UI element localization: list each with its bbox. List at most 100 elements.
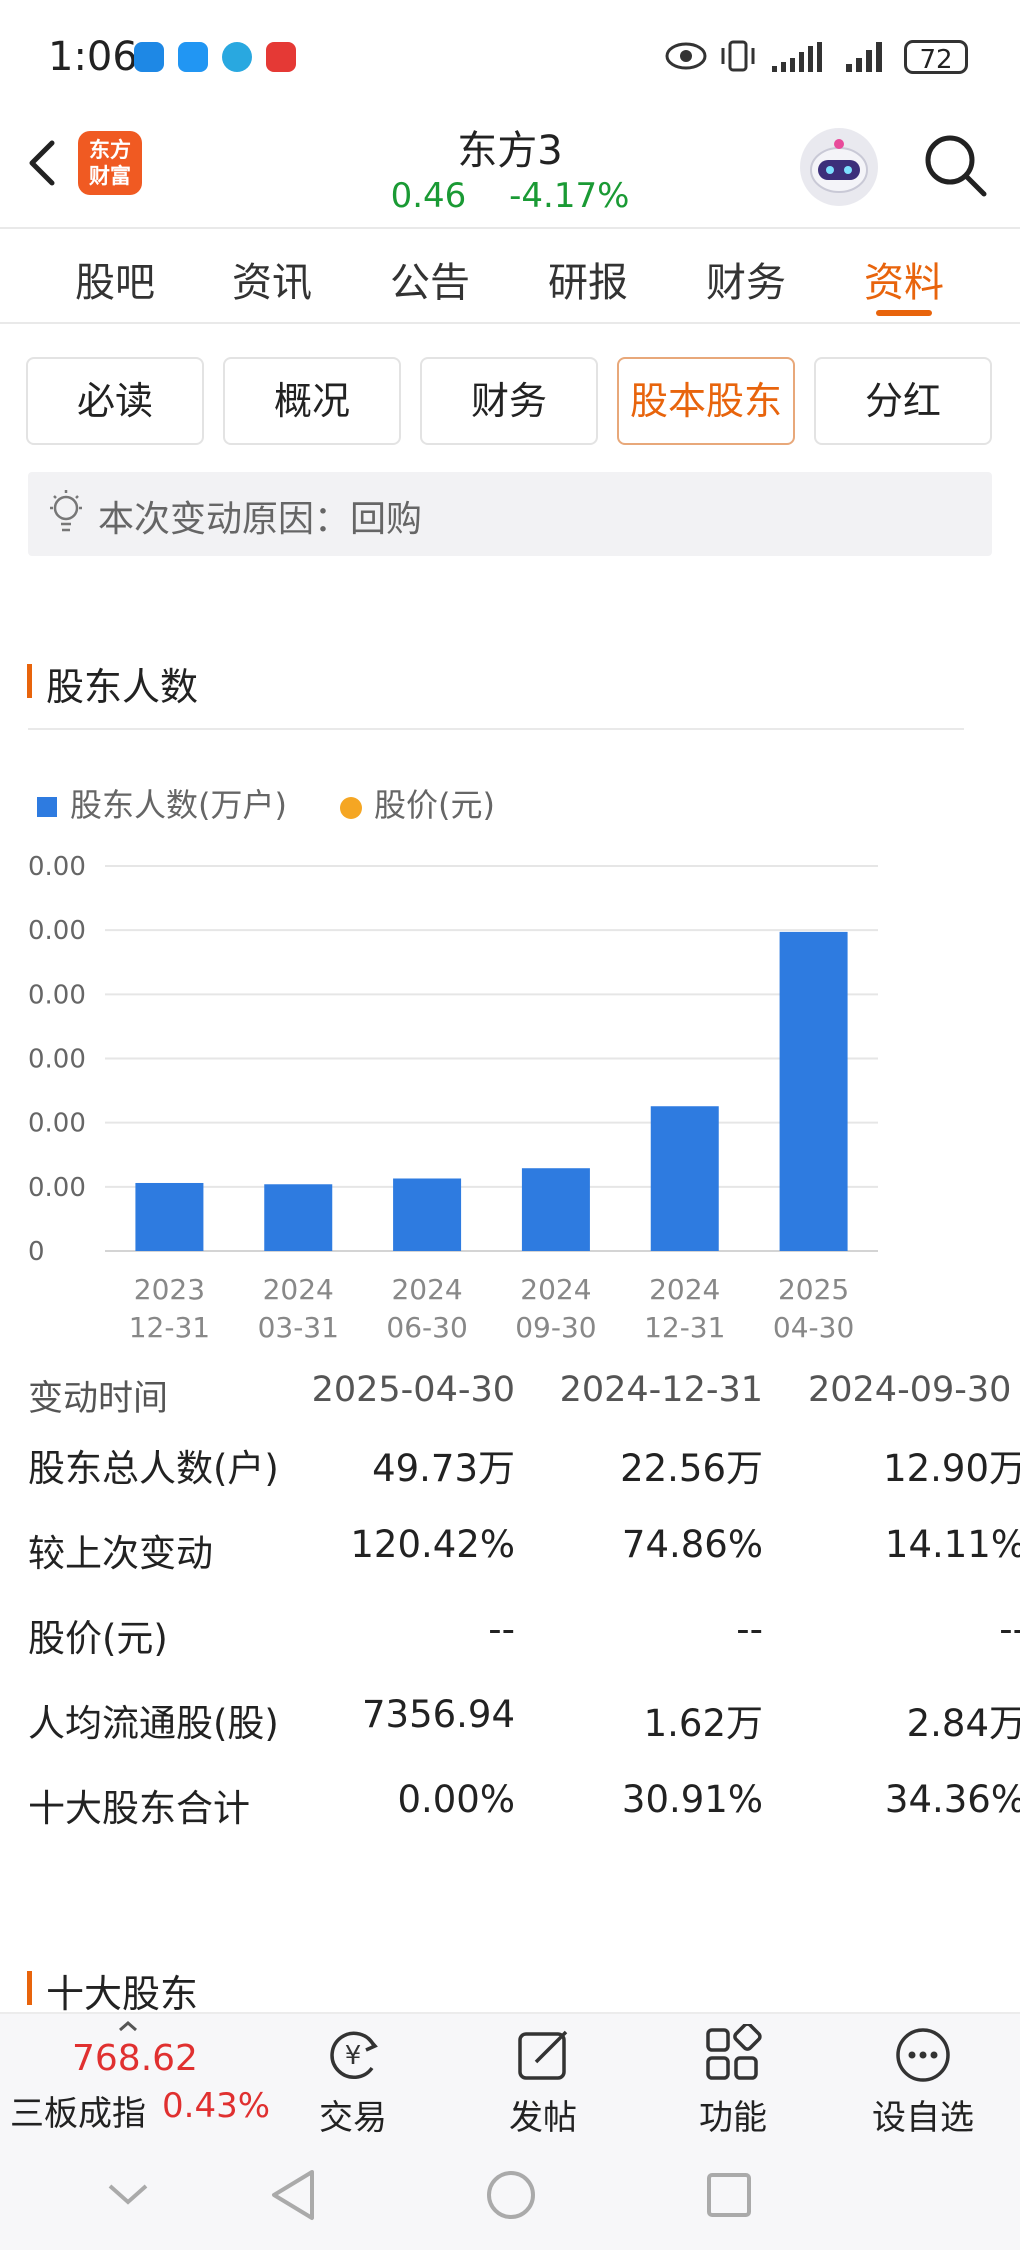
table-cell: -- (488, 1608, 515, 1651)
vibrate-icon (721, 40, 755, 72)
index-change-pct[interactable]: 0.43% (162, 2086, 271, 2126)
app-logo: 东方 财富 (78, 131, 142, 195)
back-triangle-icon[interactable] (268, 2168, 318, 2222)
app-notification-icon (266, 42, 296, 72)
x-tick-date: 12-31 (129, 1311, 210, 1344)
x-tick-year: 2024 (391, 1273, 462, 1306)
chart-bar (135, 1182, 204, 1251)
chart-bar (650, 1106, 719, 1251)
nav-post-button[interactable]: 发帖 (468, 2024, 618, 2139)
table-cell: 22.56万 (620, 1447, 763, 1490)
collapse-up-icon[interactable] (118, 2020, 138, 2032)
table-row-label: 人均流通股(股) (28, 1702, 279, 1745)
nav-trade-button[interactable]: ¥ 交易 (278, 2024, 428, 2139)
weather-notification-icon (178, 42, 208, 72)
header-divider (0, 227, 1020, 229)
nav-add-watchlist-button[interactable]: 设自选 (848, 2024, 998, 2139)
battery-icon: 72 (904, 40, 968, 75)
eye-icon (665, 42, 707, 70)
tab-research[interactable]: 研报 (548, 260, 628, 306)
tab-announcements[interactable]: 公告 (390, 260, 470, 306)
change-reason-text: 本次变动原因：回购 (98, 499, 423, 540)
tab-news[interactable]: 资讯 (232, 260, 312, 306)
browser-notification-icon (222, 42, 252, 72)
section-divider (28, 728, 964, 730)
active-tab-underline (876, 310, 932, 316)
table-column-date: 2024-09-30 (808, 1370, 1012, 1410)
y-tick-label: 0.00 (28, 1173, 86, 1203)
subtab-dividends[interactable]: 分红 (814, 357, 992, 445)
status-time: 1:06 (48, 34, 138, 80)
legend-holders-marker (37, 797, 57, 817)
x-tick-year: 2023 (134, 1273, 205, 1306)
table-cell: 34.36% (884, 1778, 1020, 1821)
chevron-down-icon[interactable] (106, 2180, 150, 2210)
y-tick-label: 0 (28, 1237, 45, 1267)
ai-assistant-button[interactable] (800, 128, 878, 206)
tabs-divider (0, 322, 1020, 324)
tab-finance[interactable]: 财务 (706, 260, 786, 306)
y-tick-label: 0.00 (28, 1045, 86, 1075)
section-marker (27, 664, 32, 698)
stock-quote: 0.46 -4.17% (310, 176, 710, 216)
robot-icon (810, 139, 868, 193)
system-navigation-bar (0, 2140, 1020, 2250)
nav-apps-button[interactable]: 功能 (658, 2024, 808, 2139)
table-header-label: 变动时间 (28, 1379, 169, 1419)
subtab-finance[interactable]: 财务 (420, 357, 598, 445)
table-cell: 49.73万 (372, 1447, 515, 1490)
section-title-holders: 股东人数 (46, 665, 199, 709)
lightbulb-icon (50, 490, 82, 532)
subtab-shareholders[interactable]: 股本股东 (617, 357, 795, 445)
status-bar: 1:06 72 (0, 0, 1020, 110)
x-tick-year: 2025 (778, 1273, 849, 1306)
x-tick-year: 2024 (263, 1273, 334, 1306)
tab-guba[interactable]: 股吧 (75, 260, 155, 306)
x-tick-date: 09-30 (515, 1311, 596, 1344)
y-tick-label: 0.00 (28, 852, 86, 882)
index-name[interactable]: 三板成指 (10, 2094, 146, 2134)
table-cell: 7356.94 (361, 1693, 515, 1736)
signal-icon (772, 42, 822, 72)
message-notification-icon (134, 42, 164, 72)
stock-change-pct: -4.17% (509, 176, 630, 216)
x-tick-date: 04-30 (773, 1311, 854, 1344)
legend-price-label: 股价(元) (374, 786, 495, 824)
table-cell: 14.11% (884, 1523, 1020, 1566)
table-cell: 74.86% (621, 1523, 763, 1566)
stock-title: 东方3 (457, 128, 563, 174)
table-row-label: 十大股东合计 (28, 1787, 250, 1830)
table-cell: -- (999, 1608, 1020, 1651)
tab-profile[interactable]: 资料 (864, 260, 944, 306)
subtab-overview[interactable]: 概况 (223, 357, 401, 445)
table-column-date: 2025-04-30 (311, 1370, 515, 1410)
table-cell: 30.91% (621, 1778, 763, 1821)
apps-icon (706, 2024, 762, 2080)
table-cell: 0.00% (397, 1778, 515, 1821)
home-circle-icon[interactable] (484, 2168, 538, 2222)
table-column-date: 2024-12-31 (559, 1370, 763, 1410)
section-marker (27, 1971, 32, 2005)
y-tick-label: 0.00 (28, 916, 86, 946)
change-reason-box: 本次变动原因：回购 (28, 472, 992, 556)
x-tick-date: 06-30 (386, 1311, 467, 1344)
subtab-must-read[interactable]: 必读 (26, 357, 204, 445)
search-icon[interactable] (920, 130, 990, 200)
holders-bar-chart: 0 0.00 0.00 0.00 0.00 0.00 0.00 2023 12-31 2024 03… (28, 852, 878, 1344)
legend-holders-label: 股东人数(万户) (70, 786, 287, 824)
back-arrow-icon[interactable] (22, 138, 62, 188)
index-value[interactable]: 768.62 (72, 2038, 198, 2079)
chart-bar (264, 1184, 333, 1251)
legend-price-marker (340, 797, 362, 819)
table-row-label: 较上次变动 (28, 1532, 213, 1575)
table-cell: -- (736, 1608, 763, 1651)
svg-text:¥: ¥ (345, 2041, 362, 2071)
signal-icon-2 (846, 42, 882, 72)
table-row-label: 股价(元) (28, 1617, 168, 1660)
trade-icon: ¥ (330, 2031, 378, 2079)
y-tick-label: 0.00 (28, 980, 86, 1010)
recents-square-icon[interactable] (704, 2170, 754, 2220)
table-cell: 12.90万 (883, 1447, 1020, 1490)
x-tick-date: 03-31 (258, 1311, 339, 1344)
table-row-label: 股东总人数(户) (28, 1447, 279, 1490)
